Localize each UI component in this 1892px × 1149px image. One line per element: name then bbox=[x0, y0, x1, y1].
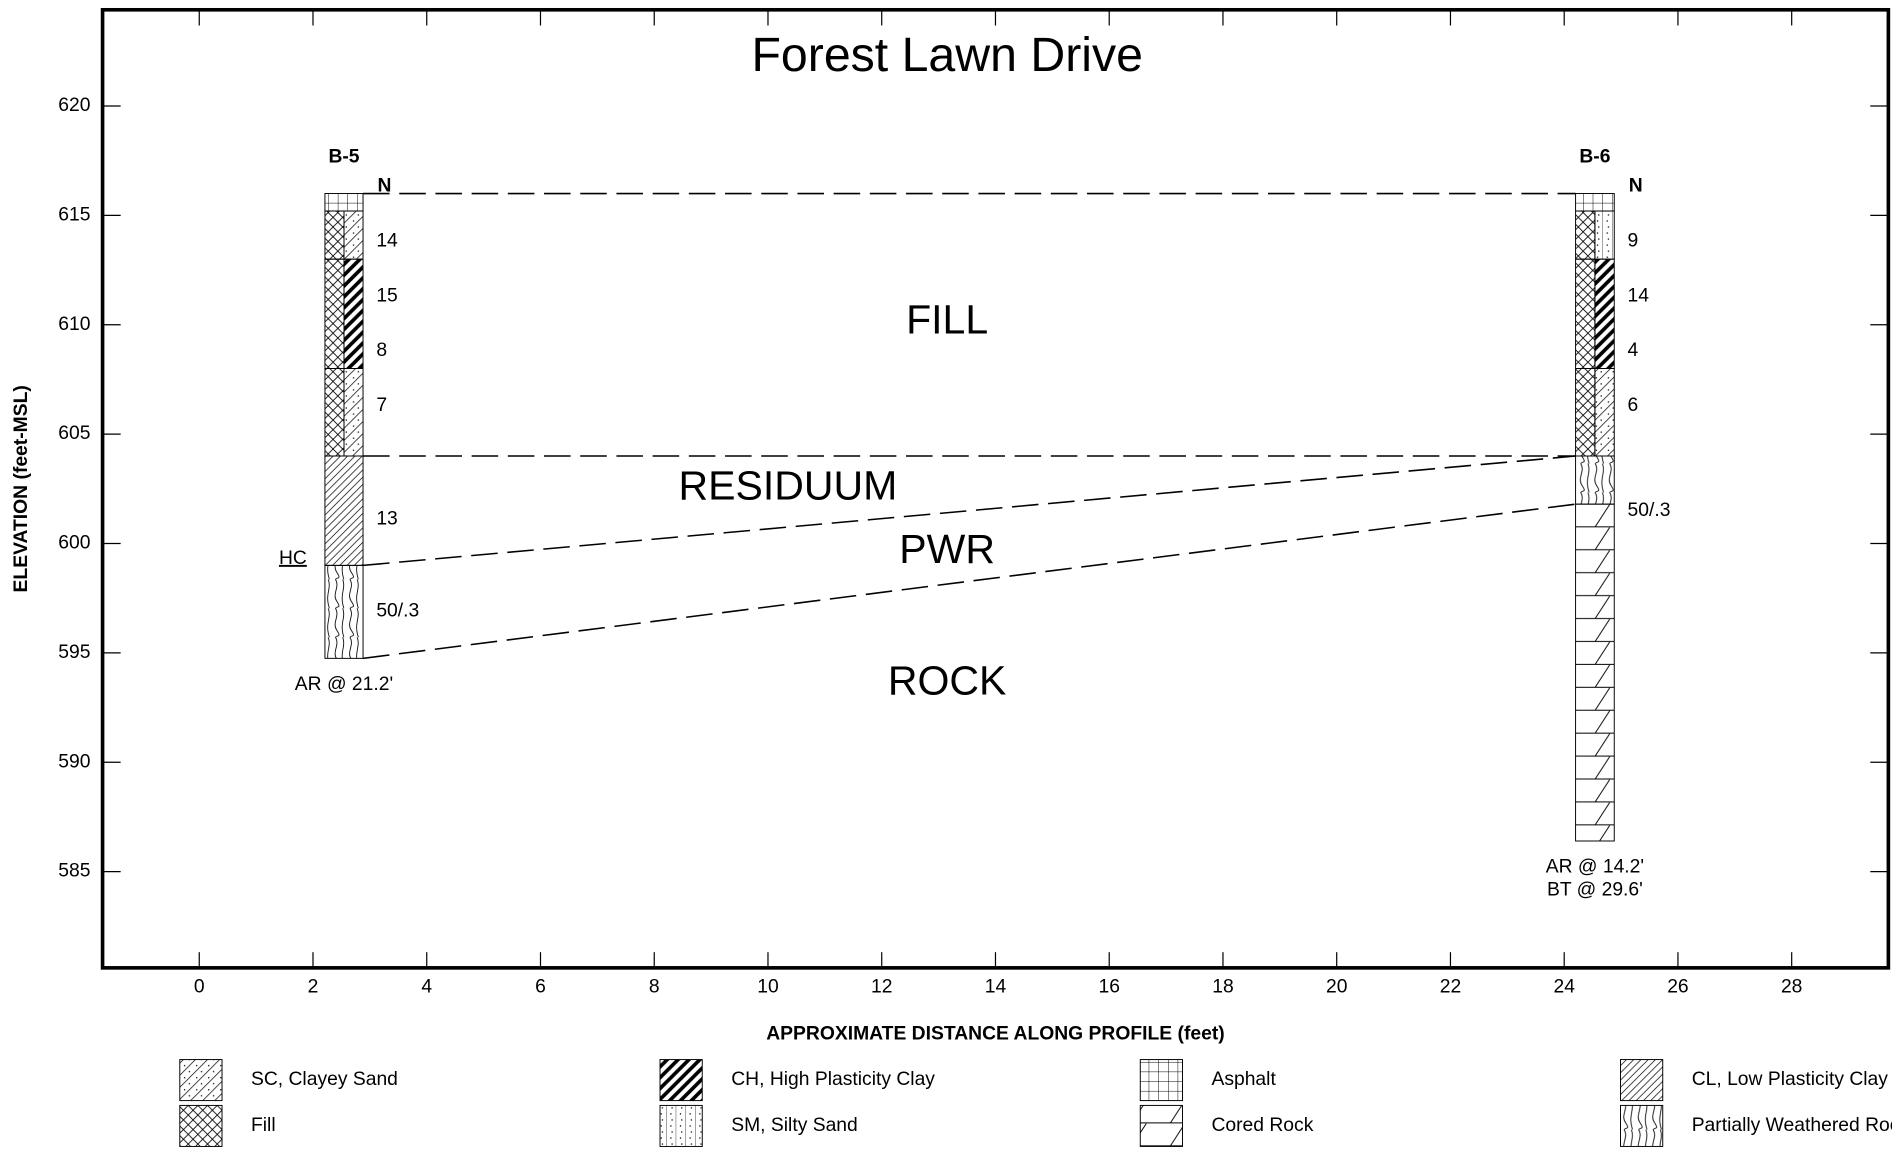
legend-swatch bbox=[180, 1060, 222, 1101]
n-value: 13 bbox=[376, 509, 397, 530]
y-tick-label: 615 bbox=[58, 205, 90, 226]
soil-layer bbox=[1576, 456, 1615, 504]
page: {"title": "Forest Lawn Drive", "axes": {… bbox=[0, 0, 1892, 1149]
soil-layer bbox=[325, 369, 344, 456]
x-tick-label: 24 bbox=[1553, 976, 1575, 997]
y-tick-label: 600 bbox=[58, 533, 90, 554]
diagram: Forest Lawn Drive ELEVATION (feet-MSL) A… bbox=[0, 0, 1892, 1149]
x-tick-label: 4 bbox=[421, 976, 432, 997]
soil-layer bbox=[1576, 194, 1615, 211]
y-axis-label: ELEVATION (feet-MSL) bbox=[11, 385, 32, 592]
legend-label: CL, Low Plasticity Clay bbox=[1692, 1069, 1889, 1090]
x-tick-label: 12 bbox=[871, 976, 892, 997]
n-header: N bbox=[378, 175, 392, 196]
legend-swatch bbox=[1621, 1060, 1663, 1101]
y-tick-label: 595 bbox=[58, 642, 90, 663]
n-value: 4 bbox=[1628, 340, 1639, 361]
x-tick-label: 16 bbox=[1098, 976, 1119, 997]
frame bbox=[103, 10, 1889, 968]
soil-layer bbox=[344, 259, 363, 368]
y-tick-label: 605 bbox=[58, 423, 90, 444]
legend-swatch bbox=[1140, 1060, 1182, 1101]
n-value: 15 bbox=[376, 285, 397, 306]
y-tick-label: 585 bbox=[58, 861, 90, 882]
x-tick-label: 14 bbox=[985, 976, 1007, 997]
side-label: HC bbox=[279, 548, 307, 569]
x-tick-label: 26 bbox=[1667, 976, 1688, 997]
soil-layer bbox=[1576, 259, 1595, 368]
boring-name: B-6 bbox=[1579, 146, 1610, 167]
soil-layer bbox=[344, 369, 363, 456]
boring-name: B-5 bbox=[328, 146, 359, 167]
n-value: 6 bbox=[1628, 395, 1639, 416]
x-tick-label: 18 bbox=[1212, 976, 1233, 997]
n-value: 9 bbox=[1628, 231, 1639, 252]
legend-swatch bbox=[660, 1060, 702, 1101]
x-tick-label: 22 bbox=[1440, 976, 1461, 997]
soil-layer bbox=[344, 211, 363, 259]
n-value: 14 bbox=[376, 231, 398, 252]
n-value: 14 bbox=[1628, 285, 1650, 306]
boring-note: AR @ 14.2' bbox=[1546, 857, 1644, 878]
y-tick-label: 590 bbox=[58, 751, 90, 772]
soil-layer bbox=[1576, 369, 1595, 456]
legend-swatch bbox=[1140, 1105, 1182, 1146]
x-tick-label: 20 bbox=[1326, 976, 1347, 997]
y-tick-label: 610 bbox=[58, 314, 90, 335]
soil-layer bbox=[1595, 259, 1614, 368]
soil-layer bbox=[1576, 504, 1615, 841]
soil-layer bbox=[325, 259, 344, 368]
legend-swatch bbox=[180, 1105, 222, 1146]
x-tick-label: 6 bbox=[535, 976, 546, 997]
n-value: 8 bbox=[376, 340, 387, 361]
x-tick-label: 2 bbox=[308, 976, 319, 997]
x-tick-label: 0 bbox=[194, 976, 205, 997]
x-tick-label: 28 bbox=[1781, 976, 1802, 997]
legend-label: Asphalt bbox=[1211, 1069, 1276, 1090]
soil-layer bbox=[325, 194, 363, 211]
soil-layer bbox=[1595, 211, 1614, 259]
legend-swatch bbox=[1621, 1105, 1663, 1146]
soil-layer bbox=[1576, 211, 1595, 259]
soil-layer bbox=[325, 456, 363, 565]
boring-note: AR @ 21.2' bbox=[295, 674, 393, 695]
n-header: N bbox=[1629, 175, 1643, 196]
legend-swatch bbox=[660, 1105, 702, 1146]
strata-label: ROCK bbox=[888, 657, 1007, 703]
legend-label: Cored Rock bbox=[1211, 1115, 1313, 1136]
soil-layer bbox=[1595, 369, 1614, 456]
n-value: 50/.3 bbox=[1628, 500, 1671, 521]
boring-note: BT @ 29.6' bbox=[1547, 880, 1643, 901]
x-axis-label: APPROXIMATE DISTANCE ALONG PROFILE (feet… bbox=[766, 1023, 1224, 1044]
strata-label: PWR bbox=[899, 526, 995, 572]
n-value: 7 bbox=[376, 395, 387, 416]
soil-layer bbox=[325, 565, 363, 658]
legend-label: SM, Silty Sand bbox=[731, 1115, 858, 1136]
n-value: 50/.3 bbox=[376, 600, 419, 621]
x-tick-label: 10 bbox=[757, 976, 778, 997]
title: Forest Lawn Drive bbox=[751, 28, 1142, 82]
strata-label: FILL bbox=[906, 296, 988, 342]
soil-layer bbox=[325, 211, 344, 259]
legend-label: SC, Clayey Sand bbox=[251, 1069, 398, 1090]
legend-label: CH, High Plasticity Clay bbox=[731, 1069, 935, 1090]
legend-label: Fill bbox=[251, 1115, 276, 1136]
legend-label: Partially Weathered Rock bbox=[1692, 1115, 1892, 1136]
x-tick-label: 8 bbox=[649, 976, 660, 997]
strata-label: RESIDUUM bbox=[679, 463, 898, 509]
y-tick-label: 620 bbox=[58, 95, 90, 116]
